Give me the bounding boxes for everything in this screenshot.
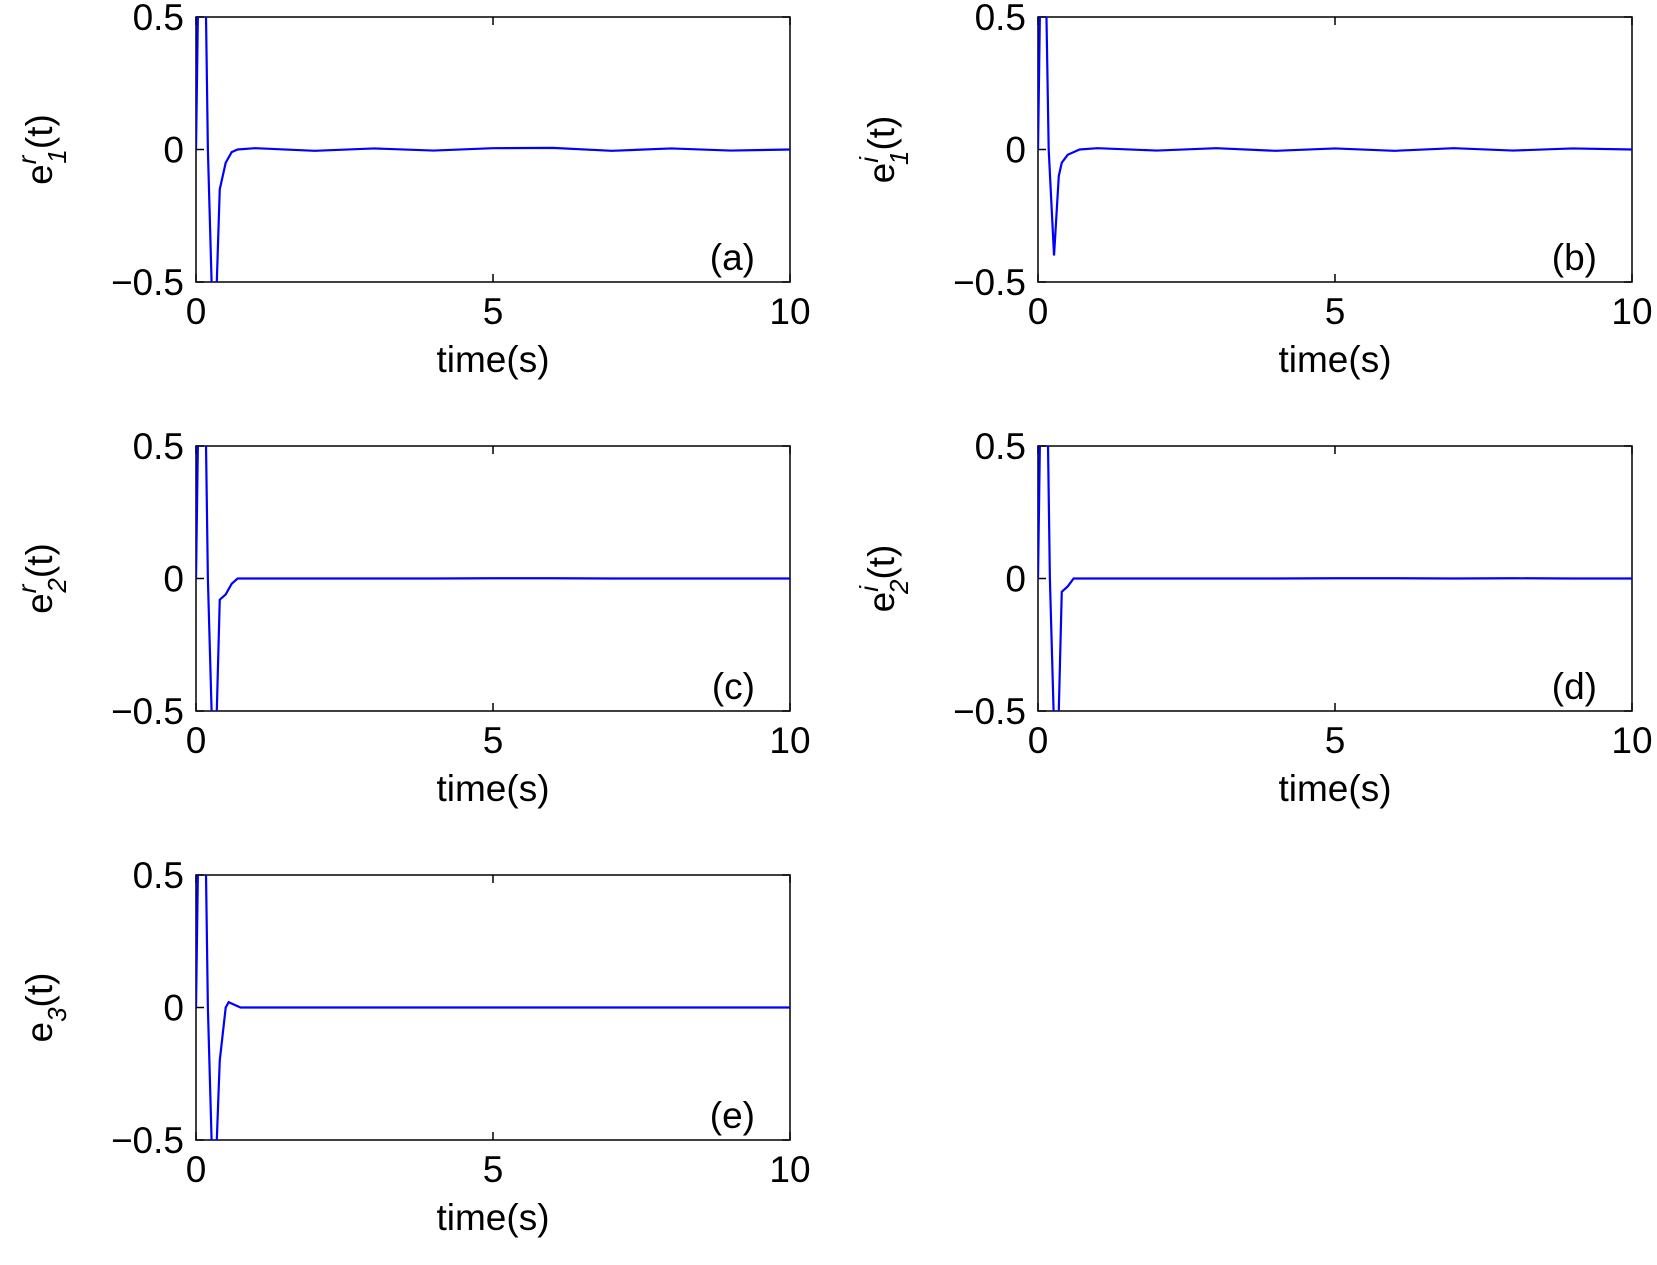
- y-label-sub: 3: [42, 1007, 72, 1022]
- x-tick-label: 5: [1325, 291, 1346, 332]
- panel-annotation: (b): [1552, 237, 1597, 278]
- subplot: 0 5 10−0.500.5(b)time(s)ei1(t): [854, 0, 1653, 380]
- y-label-sub: 2: [884, 579, 914, 595]
- y-axis-label: ei2(t): [854, 545, 914, 613]
- panel-annotation: (c): [712, 666, 755, 707]
- y-tick-label: 0: [163, 130, 184, 171]
- x-axis-label: time(s): [436, 768, 549, 809]
- y-tick-label: 0.5: [133, 426, 184, 467]
- y-label-sup: r: [12, 583, 42, 593]
- subplot: 0 5 10−0.500.5(d)time(s)ei2(t): [854, 426, 1653, 809]
- y-tick-label: −0.5: [953, 691, 1026, 732]
- panel-annotation: (d): [1552, 666, 1597, 707]
- x-tick-label: 0: [186, 291, 207, 332]
- y-tick-label: 0: [163, 988, 184, 1029]
- y-label-rest: (t): [19, 114, 60, 149]
- data-line: [1038, 17, 1632, 256]
- x-tick-label: 5: [483, 720, 504, 761]
- y-tick-label: 0.5: [975, 0, 1026, 38]
- x-tick-label: 0: [186, 1149, 207, 1190]
- y-tick-label: 0: [163, 559, 184, 600]
- y-tick-label: 0: [1005, 559, 1026, 600]
- y-label-rest: (t): [861, 116, 902, 151]
- y-label-base: e: [861, 592, 902, 613]
- y-label-base: e: [19, 164, 60, 185]
- y-axis-label: er1(t): [12, 114, 72, 185]
- y-axis-label: er2(t): [12, 543, 72, 614]
- subplot: 0 5 10−0.500.5(c)time(s)er2(t): [12, 426, 811, 809]
- x-tick-label: 0: [1028, 291, 1049, 332]
- x-axis-label: time(s): [436, 1197, 549, 1238]
- y-tick-label: −0.5: [953, 262, 1026, 303]
- y-tick-label: 0.5: [133, 855, 184, 896]
- y-axis-label: ei1(t): [854, 116, 914, 184]
- y-label-rest: (t): [19, 973, 60, 1008]
- subplot: 0 5 10−0.500.5(a)time(s)er1(t): [12, 0, 811, 380]
- x-tick-label: 10: [769, 1149, 810, 1190]
- y-label-sup: i: [854, 585, 884, 592]
- x-axis-label: time(s): [1278, 768, 1391, 809]
- y-axis-label: e3(t): [19, 973, 72, 1043]
- panel-annotation: (a): [710, 237, 755, 278]
- x-tick-label: 0: [186, 720, 207, 761]
- y-label-sup: i: [854, 156, 884, 163]
- y-tick-label: 0: [1005, 130, 1026, 171]
- x-axis-label: time(s): [1278, 339, 1391, 380]
- x-tick-label: 0: [1028, 720, 1049, 761]
- data-line: [1038, 446, 1632, 711]
- data-line: [196, 875, 790, 1140]
- y-label-base: e: [861, 163, 902, 184]
- x-tick-label: 5: [483, 291, 504, 332]
- y-label-sub: 1: [42, 149, 72, 163]
- x-tick-label: 5: [483, 1149, 504, 1190]
- y-label-base: e: [19, 593, 60, 614]
- y-label-base: e: [19, 1022, 60, 1043]
- y-tick-label: −0.5: [111, 262, 184, 303]
- y-tick-label: 0.5: [975, 426, 1026, 467]
- y-label-sup: r: [12, 154, 42, 164]
- y-label-rest: (t): [861, 545, 902, 580]
- y-tick-label: −0.5: [111, 1120, 184, 1161]
- x-tick-label: 10: [1611, 291, 1652, 332]
- x-tick-label: 10: [1611, 720, 1652, 761]
- y-label-sub: 1: [884, 151, 914, 165]
- x-axis-label: time(s): [436, 339, 549, 380]
- x-tick-label: 10: [769, 291, 810, 332]
- x-tick-label: 5: [1325, 720, 1346, 761]
- y-label-rest: (t): [19, 543, 60, 578]
- panel-annotation: (e): [710, 1095, 755, 1136]
- x-tick-label: 10: [769, 720, 810, 761]
- subplot: 0 5 10−0.500.5(e)time(s)e3(t): [19, 855, 811, 1238]
- data-line: [196, 446, 790, 711]
- y-tick-label: 0.5: [133, 0, 184, 38]
- y-tick-label: −0.5: [111, 691, 184, 732]
- data-line: [196, 17, 790, 282]
- y-label-sub: 2: [42, 578, 72, 594]
